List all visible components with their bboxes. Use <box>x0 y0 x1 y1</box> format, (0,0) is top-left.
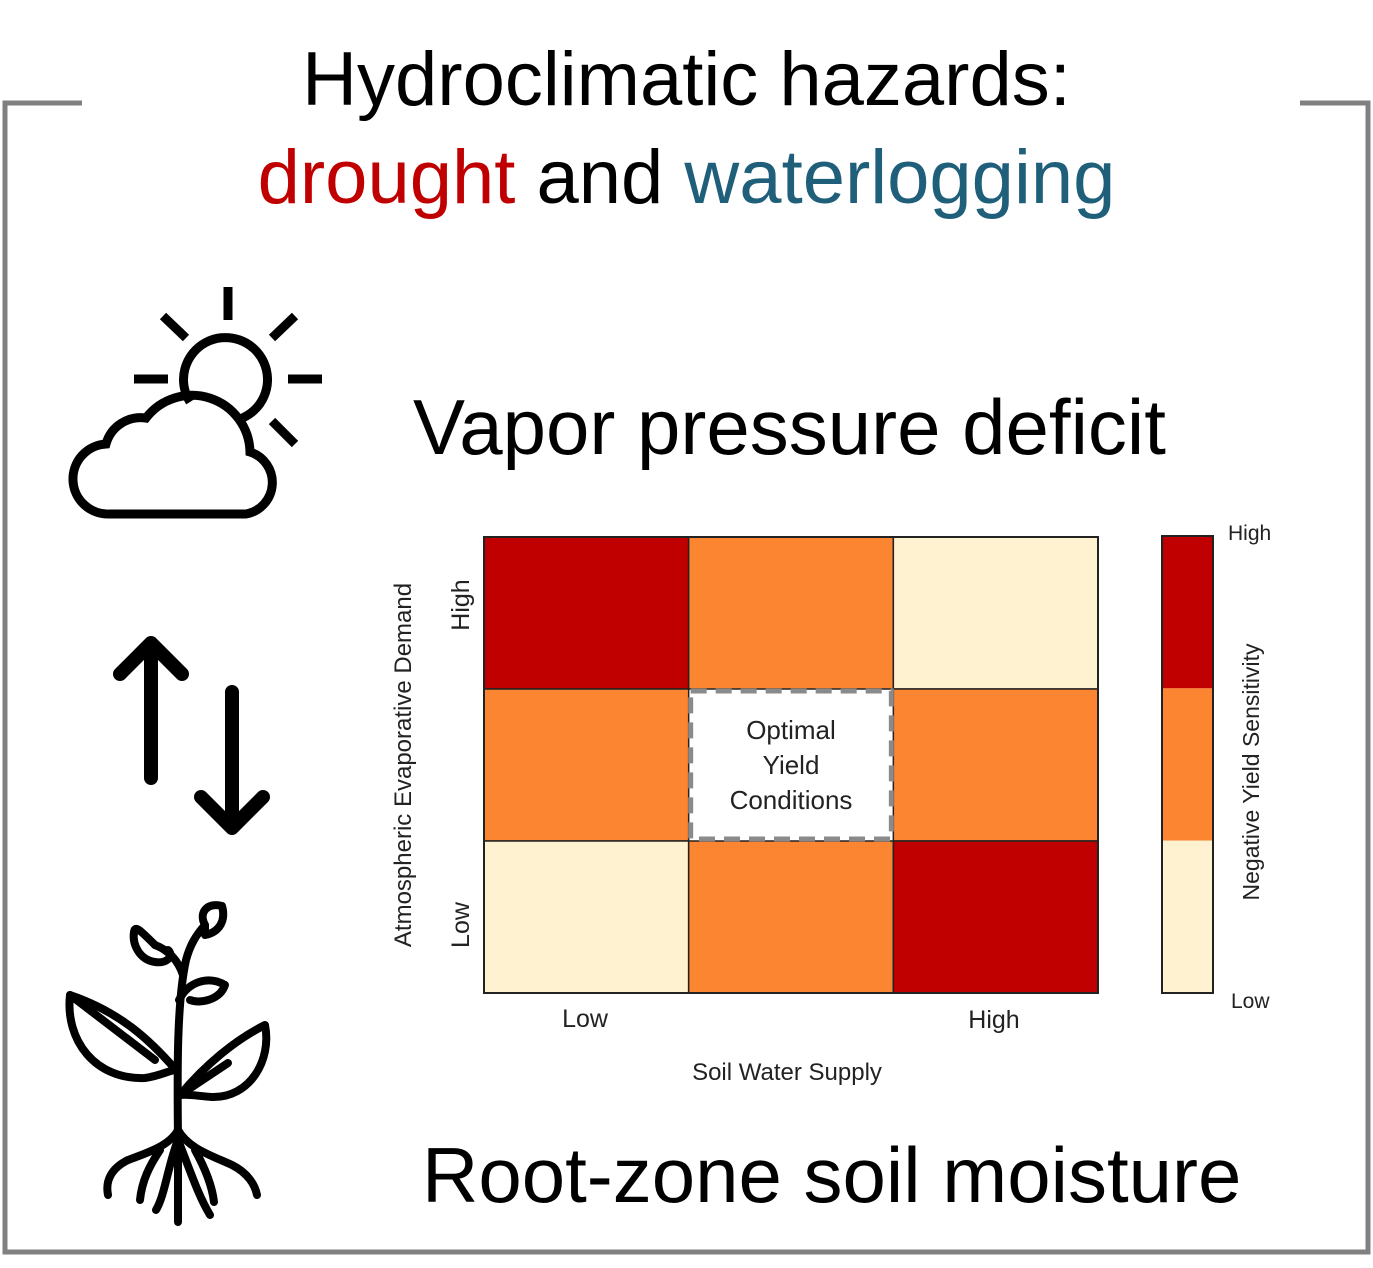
legend-swatch-medium <box>1162 688 1213 841</box>
heatmap-cell-medium <box>687 536 895 690</box>
legend-title: Negative Yield Sensitivity <box>1238 643 1264 900</box>
legend-border <box>1161 535 1214 994</box>
x-tick-high: High <box>968 1006 1019 1034</box>
legend-swatch-low <box>1162 840 1213 993</box>
heatmap-cell-low <box>892 536 1099 690</box>
heatmap-cell-medium <box>483 688 690 842</box>
optimal-label-line: Conditions <box>730 785 853 815</box>
heatmap-cell-medium <box>687 840 895 994</box>
plant-icon <box>65 901 271 1226</box>
y-tick-high: High <box>447 579 475 630</box>
heatmap-cell-medium <box>892 688 1099 842</box>
title-and: and <box>515 135 685 220</box>
title-waterlogging: waterlogging <box>684 135 1116 220</box>
legend-low-label: Low <box>1231 990 1270 1013</box>
y-tick-low: Low <box>447 901 475 948</box>
y-axis-label: Atmospheric Evaporative Demand <box>390 583 417 947</box>
heatmap-cell-optimal <box>688 688 894 842</box>
x-tick-low: Low <box>562 1005 609 1033</box>
up-down-arrows-icon <box>113 636 270 835</box>
heatmap-cell-high <box>892 840 1099 994</box>
sun-cloud-icon <box>68 287 322 519</box>
title-line-1: Hydroclimatic hazards: <box>302 37 1071 122</box>
legend-high-label: High <box>1228 522 1271 545</box>
heatmap-cell-low <box>483 840 690 994</box>
title-drought: drought <box>257 135 516 220</box>
optimal-label-line: Optimal <box>746 715 836 745</box>
vpd-label: Vapor pressure deficit <box>413 383 1166 471</box>
heatmap-border <box>483 536 1099 994</box>
title-line-2: drought and waterlogging <box>0 136 1373 220</box>
rzsm-label: Root-zone soil moisture <box>422 1131 1242 1219</box>
yield-sensitivity-heatmap: Optimal Yield Conditions Atmospheric Evapo… <box>390 522 1271 1086</box>
x-axis-label: Soil Water Supply <box>692 1059 882 1086</box>
legend-swatch-high <box>1162 536 1213 689</box>
optimal-yield-label: Optimal Yield Conditions <box>730 715 853 815</box>
heatmap-cell-high <box>483 536 690 690</box>
optimal-label-line: Yield <box>763 750 820 780</box>
